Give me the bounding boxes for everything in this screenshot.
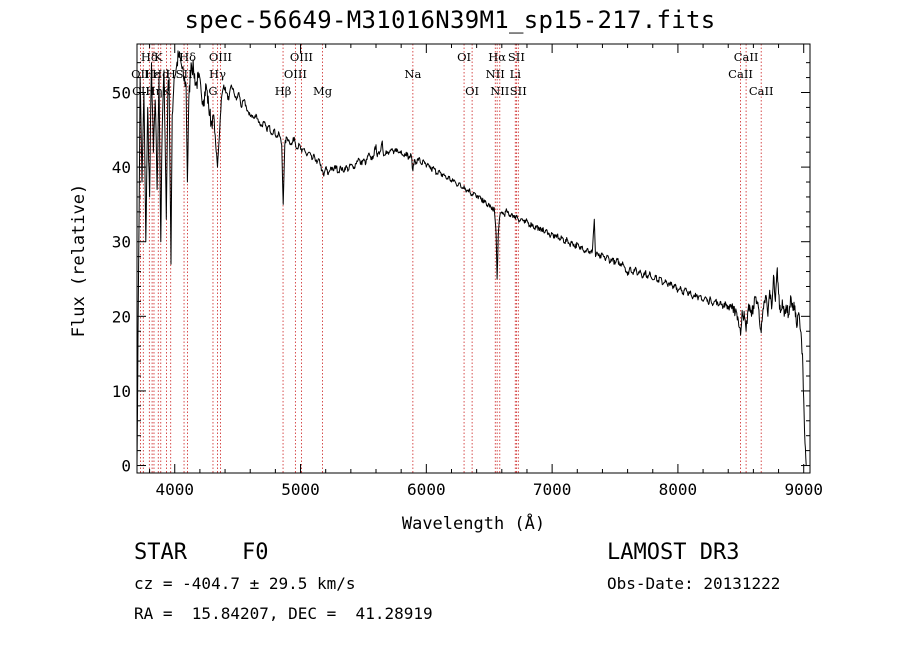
line-label-12: Hγ (209, 67, 226, 81)
y-tick-label-4: 40 (112, 158, 131, 177)
line-label-14: Hβ (275, 84, 292, 98)
line-label-7: K (162, 84, 171, 98)
y-tick-label-3: 30 (112, 233, 131, 252)
line-label-11: G (208, 84, 217, 98)
line-label-9: SII (176, 67, 193, 81)
line-label-5: K (154, 50, 163, 64)
line-label-2: Hδ (141, 50, 158, 64)
redshift-velocity: cz = -404.7 ± 29.5 km/s (134, 574, 356, 593)
chart-title: spec-56649-M31016N39M1_sp15-217.fits (184, 6, 716, 34)
line-label-21: NII (486, 67, 505, 81)
x-tick-label-4: 8000 (659, 480, 698, 499)
y-tick-label-0: 0 (121, 457, 131, 476)
y-tick-label-5: 50 (112, 83, 131, 102)
x-tick-label-1: 5000 (281, 480, 320, 499)
line-label-0: OII (131, 67, 150, 81)
plot-frame (136, 43, 811, 474)
line-label-25: SII (508, 50, 525, 64)
x-tick-label-2: 6000 (407, 480, 446, 499)
flux-series (136, 50, 807, 466)
line-label-6: Hd (152, 67, 170, 81)
line-label-24: Li (510, 67, 522, 81)
y-tick-label-1: 10 (112, 382, 131, 401)
line-label-29: CaII (749, 84, 774, 98)
line-label-19: OI (457, 50, 471, 64)
line-label-16: OIII (290, 50, 313, 64)
line-label-18: Na (404, 67, 421, 81)
y-axis-label: Flux (relative) (69, 184, 89, 338)
x-tick-label-5: 9000 (784, 480, 823, 499)
line-label-23: NII (490, 84, 509, 98)
flux-line (136, 50, 807, 466)
line-label-27: CaII (728, 67, 753, 81)
object-subclass: F0 (242, 540, 269, 565)
line-label-13: OIII (209, 50, 232, 64)
line-label-20: OI (465, 84, 479, 98)
line-label-3: Hε (144, 67, 160, 81)
line-label-26: SII (510, 84, 527, 98)
survey-name: LAMOST DR3 (607, 540, 740, 565)
y-tick-label-2: 20 (112, 307, 131, 326)
line-label-8: H (166, 67, 176, 81)
line-label-22: Hα (488, 50, 506, 64)
object-class: STAR (134, 540, 187, 565)
line-label-28: CaII (734, 50, 759, 64)
line-label-15: OIII (284, 67, 307, 81)
observation-date: Obs-Date: 20131222 (607, 574, 781, 593)
line-label-1: CIII (132, 84, 154, 98)
line-label-10: Hδ (179, 50, 196, 64)
coordinates: RA = 15.84207, DEC = 41.28919 (134, 604, 433, 623)
line-label-17: Mg (313, 84, 333, 98)
line-label-4: Hη (146, 84, 163, 98)
axis-ticks: 4000 5000 6000 7000 8000 9000 0 10 20 30 40 50 (112, 44, 823, 499)
x-tick-label-0: 4000 (155, 480, 194, 499)
spectral-line-markers (139, 44, 762, 473)
x-tick-label-3: 7000 (533, 480, 572, 499)
x-axis-label: Wavelength (Å) (402, 512, 545, 534)
